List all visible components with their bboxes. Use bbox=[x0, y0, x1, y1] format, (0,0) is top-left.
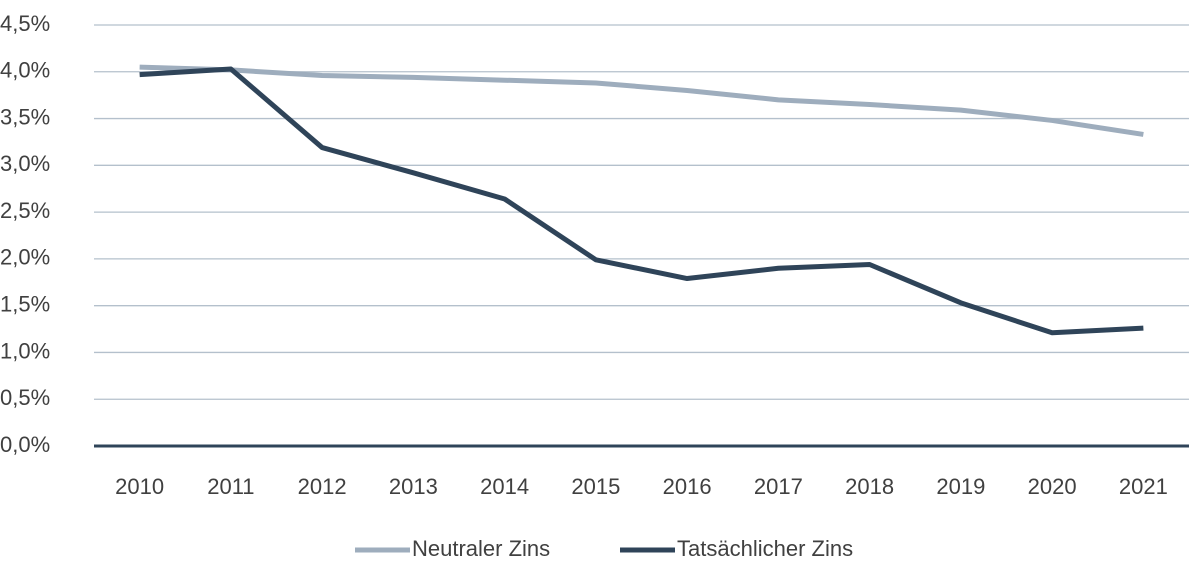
y-tick-label: 3,5% bbox=[0, 104, 50, 129]
y-tick-label: 1,0% bbox=[0, 338, 50, 363]
x-tick-label: 2010 bbox=[115, 474, 164, 499]
y-tick-label: 1,5% bbox=[0, 291, 50, 316]
x-tick-label: 2019 bbox=[936, 474, 985, 499]
y-tick-label: 2,0% bbox=[0, 245, 50, 270]
y-tick-label: 2,5% bbox=[0, 198, 50, 223]
x-tick-label: 2017 bbox=[754, 474, 803, 499]
y-tick-label: 0,0% bbox=[0, 432, 50, 457]
y-tick-label: 3,0% bbox=[0, 151, 50, 176]
series-line bbox=[139, 64, 1144, 137]
x-tick-label: 2021 bbox=[1119, 474, 1168, 499]
x-tick-label: 2013 bbox=[389, 474, 438, 499]
x-tick-label: 2015 bbox=[571, 474, 620, 499]
x-tick-label: 2020 bbox=[1028, 474, 1077, 499]
y-tick-label: 4,0% bbox=[0, 58, 50, 83]
series-line bbox=[139, 66, 1144, 336]
y-tick-label: 4,5% bbox=[0, 11, 50, 36]
y-tick-label: 0,5% bbox=[0, 385, 50, 410]
legend-label: Neutraler Zins bbox=[412, 536, 550, 561]
legend-label: Tatsächlicher Zins bbox=[677, 536, 853, 561]
x-tick-label: 2018 bbox=[845, 474, 894, 499]
x-tick-label: 2011 bbox=[207, 474, 254, 499]
x-tick-label: 2012 bbox=[298, 474, 347, 499]
x-tick-label: 2016 bbox=[663, 474, 712, 499]
x-tick-label: 2014 bbox=[480, 474, 529, 499]
